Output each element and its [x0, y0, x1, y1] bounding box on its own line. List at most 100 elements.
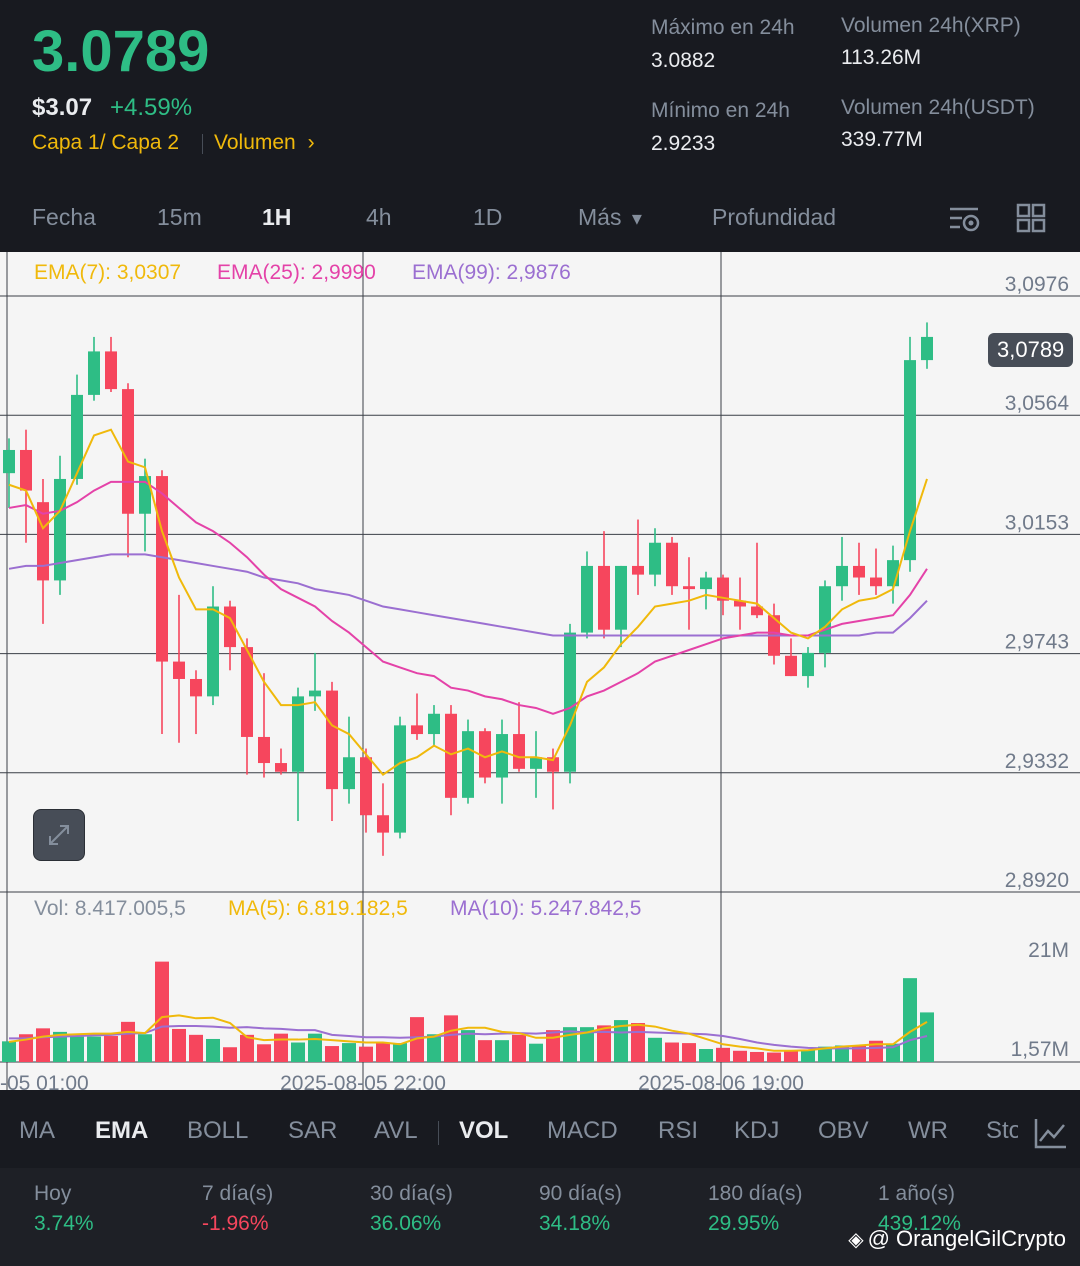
perf-value-today: 3.74%	[34, 1212, 94, 1235]
volume-bar	[206, 1038, 220, 1062]
candle	[547, 748, 559, 810]
volume-bar	[172, 1028, 186, 1062]
indicator-avl[interactable]: AVL	[374, 1117, 418, 1144]
candles	[3, 322, 933, 856]
candle-body	[870, 577, 882, 587]
axis-labels: 3,0976 3,0564 3,0153 2,9743 2,9332 2,8920 21M 1…	[0, 273, 1069, 1090]
candle-body	[309, 690, 321, 697]
indicator-obv[interactable]: OBV	[818, 1117, 869, 1144]
indicator-boll[interactable]: BOLL	[187, 1117, 249, 1144]
candle	[904, 336, 916, 572]
time-tick-label: 2025-08-05 22:00	[280, 1072, 446, 1090]
candlestick-chart[interactable]: 3,0976 3,0564 3,0153 2,9743 2,9332 2,8920 21M 1…	[0, 252, 1080, 1090]
expand-icon[interactable]	[33, 809, 85, 861]
price-change-percent: +4.59%	[110, 94, 193, 121]
candle-body	[411, 725, 423, 735]
indicator-sto[interactable]: Sto	[986, 1117, 1023, 1144]
volume-bars	[2, 961, 934, 1062]
candle	[581, 551, 593, 639]
volume-bar	[597, 1025, 611, 1062]
ema25-legend: EMA(25): 2,9990	[217, 261, 376, 284]
indicator-rsi[interactable]: RSI	[658, 1117, 699, 1144]
volume-legend: Vol: 8.417.005,5	[34, 897, 186, 920]
indicator-wr[interactable]: WR	[908, 1117, 948, 1144]
candle-body	[802, 652, 814, 677]
candle-body	[615, 565, 627, 630]
volume-bar	[784, 1051, 798, 1062]
candle-body	[292, 696, 304, 772]
candle-body	[173, 661, 185, 679]
tab-1h[interactable]: 1H	[262, 204, 292, 230]
tab-1d[interactable]: 1D	[473, 204, 503, 230]
indicator-macd[interactable]: MACD	[547, 1117, 618, 1144]
tab-depth[interactable]: Profundidad	[712, 204, 837, 230]
candle-body	[581, 565, 593, 633]
candle-body	[54, 478, 66, 581]
indicator-sar[interactable]: SAR	[288, 1117, 338, 1144]
volume-bar	[427, 1034, 441, 1062]
tab-4h[interactable]: 4h	[366, 204, 392, 230]
candle	[122, 383, 134, 558]
vol-usdt-value: 339.77M	[841, 128, 923, 151]
vol-xrp-value: 113.26M	[841, 46, 922, 69]
volume-bar	[342, 1043, 356, 1062]
volume-ma5-line	[8, 1014, 928, 1052]
tab-15m[interactable]: 15m	[157, 204, 202, 230]
candle	[802, 647, 814, 688]
volume-bar	[240, 1034, 254, 1062]
volume-bar	[903, 978, 917, 1062]
tab-fecha[interactable]: Fecha	[32, 204, 96, 230]
candle-body	[258, 736, 270, 764]
ema7-line	[8, 428, 928, 776]
candle	[530, 731, 542, 798]
watermark-text: @ OrangelGilCrypto	[867, 1226, 1066, 1251]
volume-bar	[478, 1040, 492, 1062]
candle-body	[564, 632, 576, 772]
chart-grid	[0, 252, 1080, 1090]
indicator-ma[interactable]: MA	[19, 1117, 55, 1144]
candle-body	[88, 351, 100, 395]
indicator-chart-icon[interactable]	[1018, 1097, 1080, 1167]
indicator-vol[interactable]: VOL	[459, 1117, 509, 1144]
volume-bar	[580, 1027, 594, 1062]
candle	[751, 542, 763, 619]
candle	[479, 728, 491, 784]
volume-bar	[869, 1040, 883, 1062]
indicator-ema[interactable]: EMA	[95, 1117, 149, 1144]
candle-body	[649, 542, 661, 575]
perf-value-30d: 36.06%	[370, 1212, 442, 1235]
candle-body	[496, 734, 508, 778]
high-24h-label: Máximo en 24h	[651, 16, 795, 39]
volume-bar	[699, 1049, 713, 1062]
grid-layout-icon[interactable]	[1016, 203, 1046, 238]
volume-tick-label: 1,57M	[1011, 1038, 1069, 1061]
volume-bar	[189, 1034, 203, 1062]
volume-bar	[665, 1042, 679, 1062]
candle-body	[751, 606, 763, 616]
volume-tag-label: Volumen	[214, 131, 296, 154]
candle	[3, 438, 15, 508]
volume-tag[interactable]: Volumen ›	[214, 131, 315, 155]
chart-settings-icon[interactable]	[948, 204, 982, 239]
ema25-line	[8, 480, 928, 715]
sector-tag[interactable]: Capa 1/ Capa 2	[32, 131, 180, 154]
price-chart[interactable]: 3,0976 3,0564 3,0153 2,9743 2,9332 2,8920 21M 1…	[0, 252, 1080, 1090]
volume-bar	[648, 1037, 662, 1062]
volume-bar	[835, 1045, 849, 1062]
price-tick-label: 3,0976	[1005, 273, 1069, 296]
candle	[292, 687, 304, 822]
tab-more[interactable]: Más ▾	[578, 204, 642, 231]
candle	[496, 719, 508, 804]
candle	[411, 693, 423, 740]
indicator-kdj[interactable]: KDJ	[734, 1117, 780, 1144]
candle-body	[3, 449, 15, 474]
volume-tick-label: 21M	[1028, 939, 1069, 962]
usd-price: $3.07	[32, 94, 93, 121]
volume-bar	[308, 1033, 322, 1062]
volume-bar	[223, 1047, 237, 1062]
candle-body	[360, 757, 372, 816]
candle	[564, 623, 576, 784]
candle-body	[853, 565, 865, 578]
tag-divider	[202, 134, 203, 154]
candle	[343, 716, 355, 804]
